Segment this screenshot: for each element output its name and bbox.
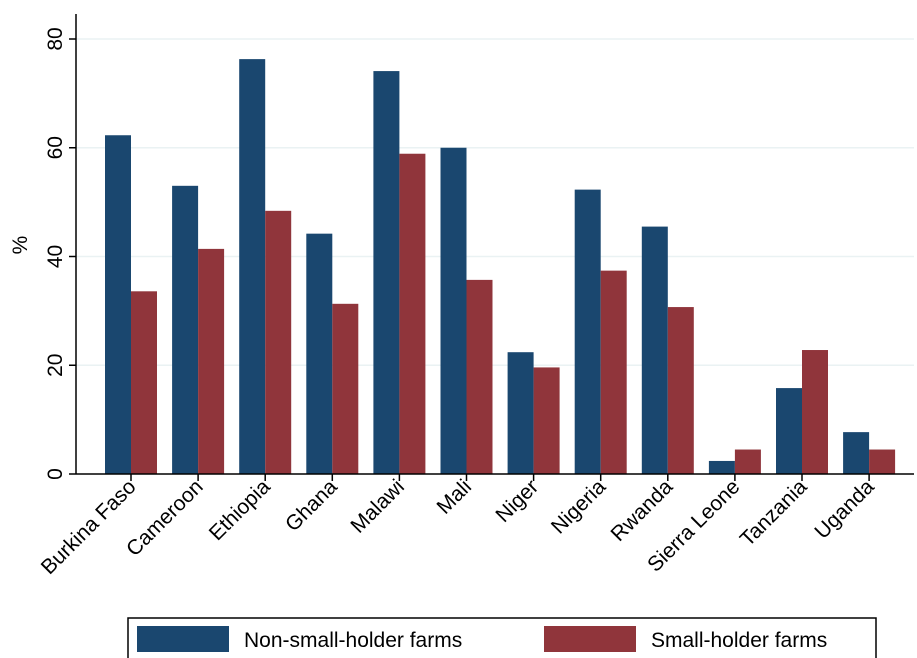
bar-small-holder (332, 303, 359, 474)
bar-non-small-holder (843, 432, 870, 474)
bar-non-small-holder (239, 59, 266, 475)
bar-non-small-holder (105, 135, 131, 474)
legend-swatch-non-small-holder (137, 626, 229, 652)
x-tick-label: Nigeria (547, 475, 611, 539)
x-tick-label: Niger (491, 475, 543, 527)
bar-small-holder (869, 449, 896, 474)
bar-non-small-holder (708, 460, 735, 474)
x-tick-label: Ghana (281, 475, 342, 536)
y-ticks: 0 20 40 60 80 (44, 27, 76, 480)
bar-non-small-holder (172, 185, 199, 474)
y-tick-label: 20 (44, 354, 67, 377)
y-axis-title: % (9, 236, 32, 255)
bar-small-holder (533, 367, 560, 474)
axes (75, 14, 914, 475)
legend: Non-small-holder farms Small-holder farm… (127, 617, 877, 658)
bar-small-holder (198, 248, 225, 474)
bars (105, 59, 896, 475)
legend-swatch-small-holder (544, 626, 636, 652)
bar-small-holder (667, 307, 694, 474)
bar-non-small-holder (306, 233, 333, 474)
bar-non-small-holder (776, 388, 802, 474)
y-tick-label: 80 (44, 27, 67, 50)
bar-small-holder (600, 270, 627, 474)
x-tick-label: Burkina Faso (37, 475, 141, 579)
bar-small-holder (399, 153, 426, 474)
x-tick-label: Tanzania (736, 475, 812, 551)
legend-label-non-small-holder: Non-small-holder farms (244, 629, 462, 652)
bar-small-holder (802, 350, 828, 474)
bar-small-holder (466, 279, 493, 474)
x-tick-label: Uganda (810, 475, 879, 544)
y-tick-label: 0 (44, 468, 67, 480)
bar-non-small-holder (574, 189, 601, 474)
bar-non-small-holder (373, 71, 400, 475)
y-tick-label: 40 (44, 245, 67, 268)
x-tick-label: Malawi (346, 475, 408, 537)
bar-small-holder (131, 291, 157, 474)
bar-small-holder (265, 210, 292, 474)
x-tick-label: Mali (433, 475, 476, 518)
bar-non-small-holder (507, 352, 534, 474)
bar-non-small-holder (641, 226, 668, 474)
bar-non-small-holder (440, 147, 467, 474)
legend-box (127, 617, 877, 658)
x-tick-label: Ethiopia (205, 475, 275, 545)
bar-small-holder (734, 449, 761, 474)
legend-label-small-holder: Small-holder farms (651, 629, 827, 652)
y-tick-label: 60 (44, 136, 67, 159)
